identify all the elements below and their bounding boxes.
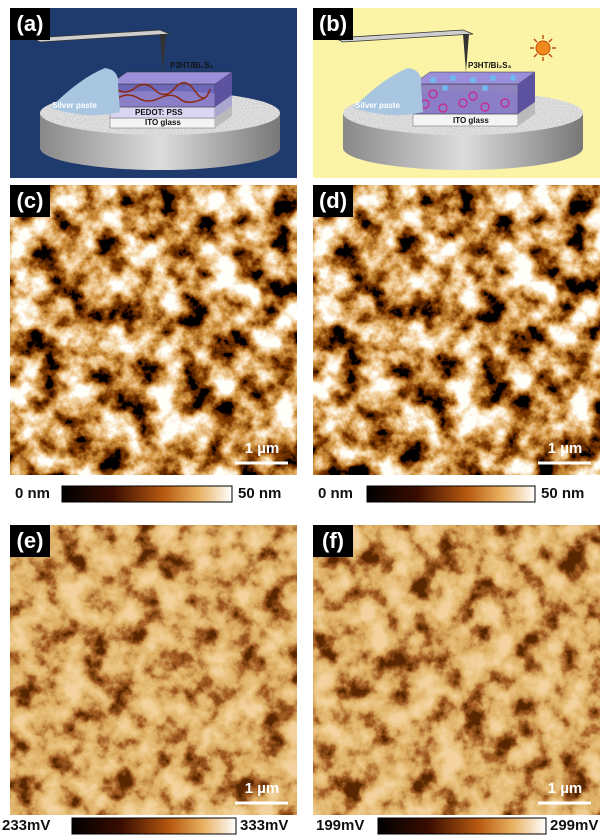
panel-label: (d) [319, 188, 347, 213]
panel-label: (b) [319, 11, 347, 36]
colorbar: 233mV 333mV [2, 817, 288, 834]
colorbar-max: 50 nm [541, 485, 584, 502]
layer-label: P3HT/Bi₂S₃ [170, 61, 214, 70]
active-top [110, 72, 232, 84]
afm-image [10, 525, 297, 815]
figure: P3HT/Bi₂S₃ PEDOT: PSS Silver paste ITO g… [0, 0, 605, 837]
layer-label: Silver paste [52, 101, 97, 110]
panel-a: P3HT/Bi₂S₃ PEDOT: PSS Silver paste ITO g… [10, 8, 297, 178]
panel-label: (e) [17, 528, 44, 553]
scale-bar-label: 1 µm [245, 440, 280, 457]
layer-label: PEDOT: PSS [135, 108, 183, 117]
colorbar-max: 299mV [550, 817, 598, 834]
scale-bar-label: 1 µm [548, 780, 583, 797]
colorbar-min: 199mV [316, 817, 364, 834]
colorbar-min: 0 nm [318, 485, 353, 502]
colorbar: 0 nm 50 nm [15, 485, 281, 502]
colorbar-max: 333mV [240, 817, 288, 834]
afm-image [10, 185, 297, 475]
scale-bar-label: 1 µm [548, 440, 583, 457]
colorbar: 199mV 299mV [316, 817, 598, 834]
colorbar-gradient [367, 486, 535, 502]
colorbar-min: 0 nm [15, 485, 50, 502]
panel-label: (a) [17, 11, 44, 36]
panel: (c) 1 µm [10, 185, 297, 475]
scale-bar-label: 1 µm [245, 780, 280, 797]
colorbar-gradient [378, 818, 546, 834]
panel-label: (c) [17, 188, 44, 213]
afm-image [313, 185, 600, 475]
panel: (d) 1 µm [313, 185, 600, 475]
layer-label: Silver paste [355, 101, 400, 110]
colorbar-max: 50 nm [238, 485, 281, 502]
colorbar-min: 233mV [2, 817, 50, 834]
active-layer [413, 84, 518, 114]
layer-label: P3HT/Bi₂S₃ [468, 61, 512, 70]
layer-label: ITO glass [453, 116, 489, 125]
colorbar: 0 nm 50 nm [318, 485, 584, 502]
colorbar-gradient [62, 486, 232, 502]
panel-b: P3HT/Bi₂S₃ Silver paste ITO glass (b) [313, 8, 600, 178]
colorbar-gradient [72, 818, 236, 834]
panel: (e) 1 µm [10, 525, 297, 815]
layer-label: ITO glass [145, 118, 181, 127]
afm-image [313, 525, 600, 815]
panel-label: (f) [322, 528, 344, 553]
panel: (f) 1 µm [313, 525, 600, 815]
